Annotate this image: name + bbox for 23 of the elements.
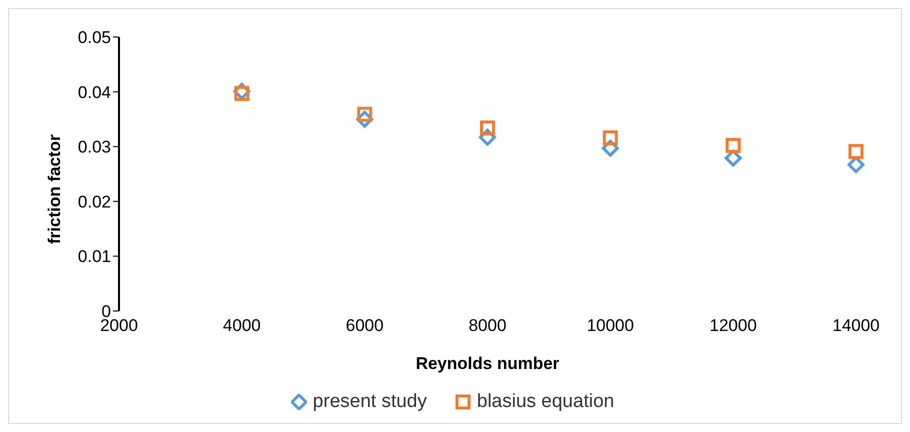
y-tick-label: 0.04 <box>78 82 111 102</box>
y-tick-label: 0.03 <box>78 138 111 157</box>
y-tick-label: 0.05 <box>78 28 111 48</box>
x-tick-label: 10000 <box>586 316 634 336</box>
y-tick-label: 0.01 <box>78 247 111 266</box>
x-tick-label: 4000 <box>222 316 261 336</box>
y-tick-label: 0.02 <box>78 192 111 212</box>
x-tick-label: 2000 <box>100 316 138 336</box>
point <box>602 130 618 146</box>
point <box>726 138 741 154</box>
y-axis-title: friction factor <box>45 134 64 244</box>
point <box>480 120 495 136</box>
legend-label: present study <box>312 391 427 413</box>
x-tick-label: 12000 <box>710 316 757 336</box>
x-tick-label: 14000 <box>832 316 880 336</box>
point <box>234 86 250 101</box>
x-axis-title: Reynolds number <box>416 354 560 373</box>
legend-label: blasius equation <box>476 391 614 413</box>
point <box>848 144 864 160</box>
point <box>357 106 372 122</box>
x-tick-label: 8000 <box>468 316 506 336</box>
point <box>848 156 864 174</box>
x-tick-label: 6000 <box>346 316 384 336</box>
